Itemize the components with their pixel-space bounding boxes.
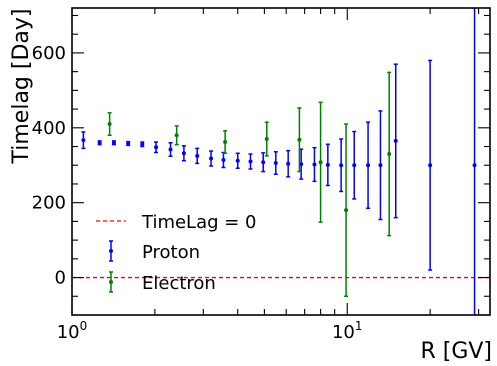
proton-point (195, 153, 200, 158)
proton-point (261, 160, 266, 165)
proton-point (81, 138, 86, 143)
proton-point (273, 160, 278, 165)
axis-ticks: 0 200 400 600 100 101 (32, 8, 490, 343)
electron-point (297, 137, 302, 142)
legend-electron-marker (109, 280, 113, 284)
proton-point (286, 161, 291, 166)
proton-point (97, 140, 102, 145)
x-tick-label: 100 (57, 319, 88, 343)
electron-point (318, 160, 323, 165)
proton-point (111, 140, 116, 145)
plot-frame (71, 7, 491, 316)
proton-point (428, 163, 433, 168)
proton-point (140, 142, 145, 147)
x-axis-label: R [GV] (420, 339, 492, 364)
electron-point (344, 208, 349, 213)
y-tick-label: 0 (55, 268, 66, 289)
proton-point (393, 138, 398, 143)
proton-point (299, 162, 304, 167)
proton-point (312, 162, 317, 167)
electron-point (223, 140, 228, 145)
y-tick-label: 400 (32, 118, 66, 139)
legend-proton-marker (109, 249, 113, 253)
proton-point (181, 151, 186, 156)
proton-point (154, 145, 159, 150)
proton-point (352, 163, 357, 168)
legend-timelag-label: TimeLag = 0 (141, 212, 257, 233)
proton-point (221, 158, 226, 163)
proton-point (366, 163, 371, 168)
electron-point (107, 122, 112, 127)
proton-point (235, 158, 240, 163)
electron-point (387, 152, 392, 157)
legend-electron-label: Electron (142, 273, 216, 294)
x-tick-label: 101 (332, 319, 363, 343)
proton-point (168, 147, 173, 152)
plot-data (72, 8, 490, 315)
electron-point (264, 137, 269, 142)
y-axis-label: Timelag [Day] (9, 9, 34, 165)
proton-point (325, 162, 330, 167)
proton-point (472, 163, 477, 168)
proton-point (248, 159, 253, 164)
proton-point (339, 163, 344, 168)
proton-point (209, 156, 214, 161)
y-tick-label: 200 (32, 193, 66, 214)
legend-proton-label: Proton (142, 242, 200, 263)
electron-point (174, 133, 179, 138)
proton-point (126, 141, 131, 146)
y-tick-label: 600 (32, 43, 66, 64)
proton-point (378, 163, 383, 168)
legend: TimeLag = 0 Proton Electron (96, 212, 257, 294)
